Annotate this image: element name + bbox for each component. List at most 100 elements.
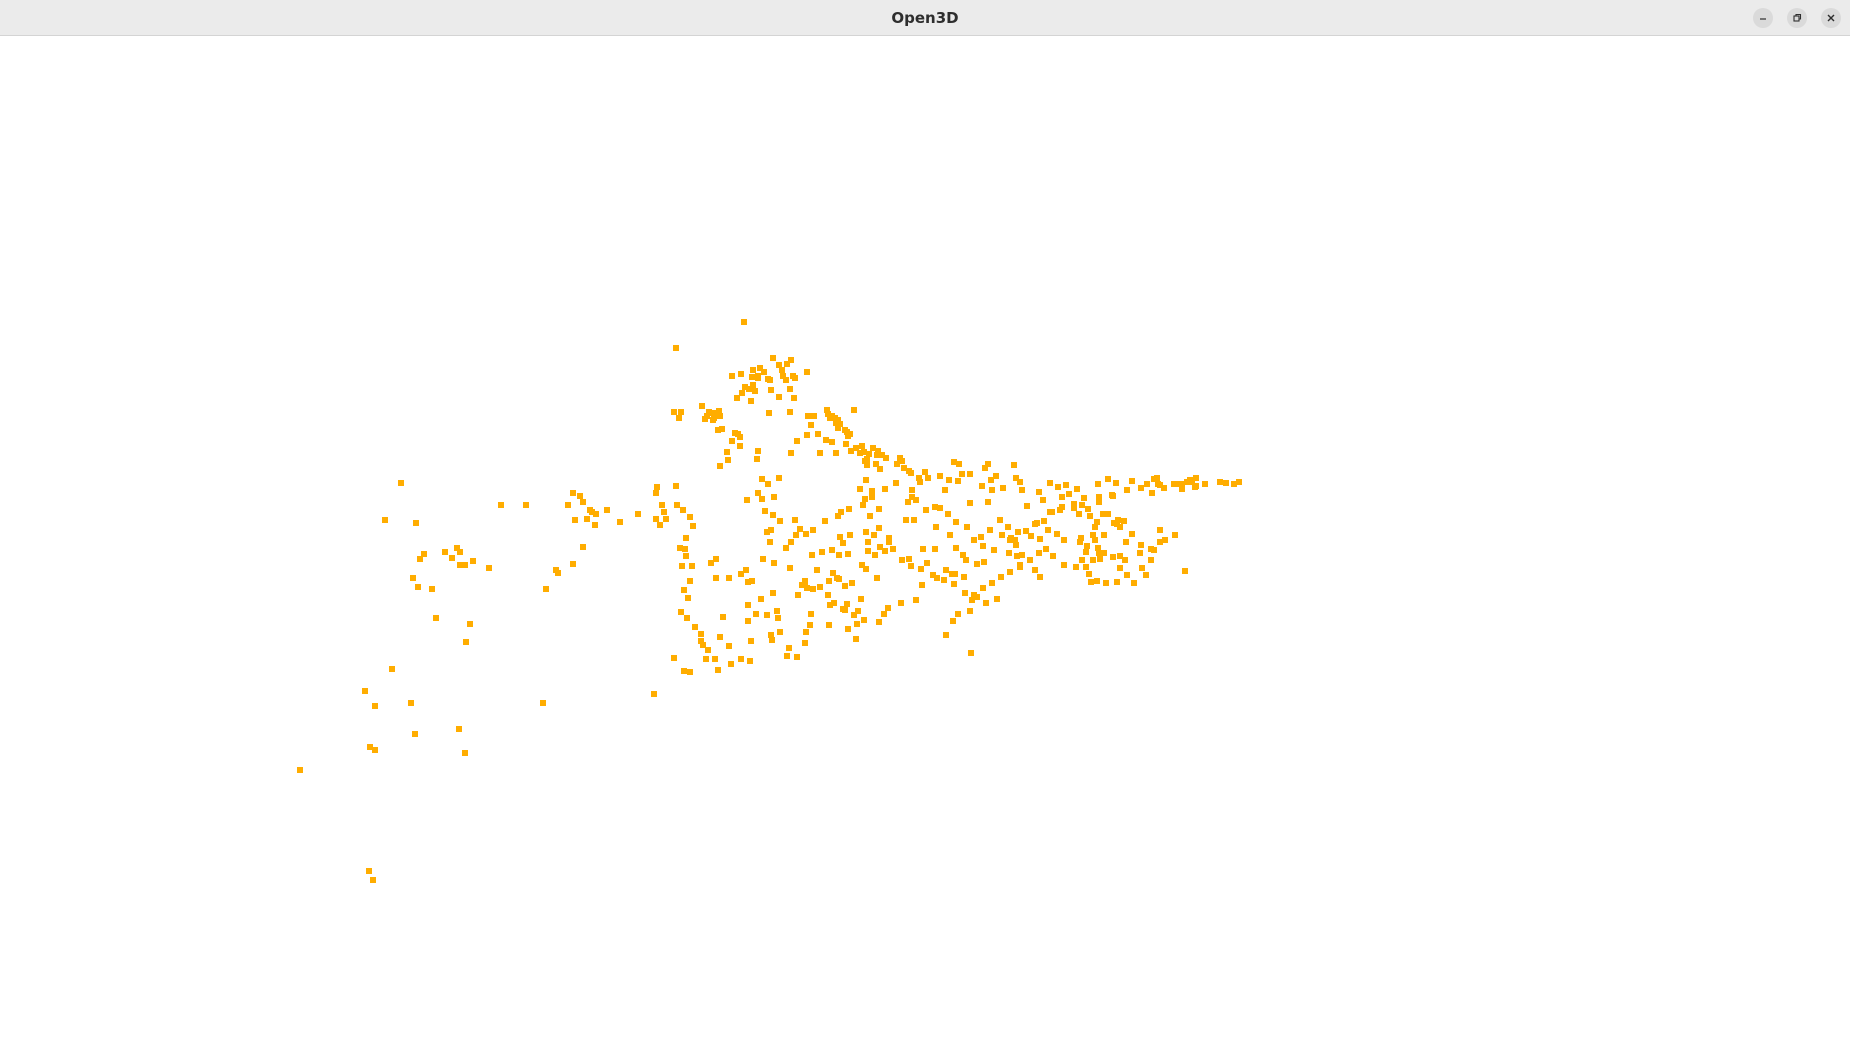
- cloud-point: [776, 362, 782, 368]
- cloud-point: [775, 615, 781, 621]
- cloud-point: [822, 518, 828, 524]
- cloud-point: [744, 497, 750, 503]
- cloud-point: [784, 361, 790, 367]
- cloud-point: [661, 509, 667, 515]
- cloud-point: [1115, 517, 1121, 523]
- cloud-point: [1182, 568, 1188, 574]
- close-button[interactable]: [1821, 8, 1841, 28]
- cloud-point: [1083, 549, 1089, 555]
- cloud-point: [876, 525, 882, 531]
- restore-button[interactable]: [1787, 8, 1807, 28]
- cloud-point: [951, 581, 957, 587]
- cloud-point: [985, 499, 991, 505]
- cloud-point: [824, 407, 830, 413]
- cloud-point: [1088, 579, 1094, 585]
- cloud-point: [1061, 562, 1067, 568]
- cloud-point: [680, 507, 686, 513]
- cloud-point: [826, 622, 832, 628]
- title-bar[interactable]: Open3D: [0, 0, 1850, 36]
- cloud-point: [1157, 539, 1163, 545]
- cloud-point: [783, 545, 789, 551]
- cloud-point: [997, 517, 1003, 523]
- cloud-point: [1066, 491, 1072, 497]
- cloud-point: [421, 551, 427, 557]
- cloud-point: [1037, 536, 1043, 542]
- cloud-point: [297, 767, 303, 773]
- cloud-point: [787, 409, 793, 415]
- cloud-point: [903, 517, 909, 523]
- cloud-point: [1006, 550, 1012, 556]
- cloud-point: [808, 611, 814, 617]
- cloud-point: [674, 502, 680, 508]
- cloud-point: [713, 556, 719, 562]
- cloud-point: [684, 615, 690, 621]
- cloud-point: [826, 578, 832, 584]
- cloud-point: [911, 517, 917, 523]
- cloud-point: [749, 374, 755, 380]
- cloud-point: [366, 868, 372, 874]
- cloud-point: [953, 545, 959, 551]
- cloud-point: [1149, 490, 1155, 496]
- cloud-point: [729, 373, 735, 379]
- cloud-point: [592, 522, 598, 528]
- cloud-point: [1175, 481, 1181, 487]
- cloud-point: [855, 608, 861, 614]
- cloud-point: [779, 367, 785, 373]
- cloud-point: [1055, 484, 1061, 490]
- cloud-point: [768, 527, 774, 533]
- cloud-point: [671, 409, 677, 415]
- cloud-point: [1047, 509, 1053, 515]
- cloud-point: [1036, 489, 1042, 495]
- cloud-point: [802, 640, 808, 646]
- close-icon: [1827, 14, 1835, 22]
- cloud-point: [770, 590, 776, 596]
- cloud-point: [807, 622, 813, 628]
- cloud-point: [398, 480, 404, 486]
- cloud-point: [716, 408, 722, 414]
- cloud-point: [417, 556, 423, 562]
- cloud-point: [882, 548, 888, 554]
- minimize-button[interactable]: [1753, 8, 1773, 28]
- cloud-point: [410, 575, 416, 581]
- cloud-point: [1079, 502, 1085, 508]
- cloud-point: [930, 572, 936, 578]
- cloud-point: [777, 518, 783, 524]
- cloud-point: [784, 653, 790, 659]
- 3d-viewport[interactable]: [0, 37, 1850, 1053]
- cloud-point: [692, 624, 698, 630]
- cloud-point: [1101, 532, 1107, 538]
- cloud-point: [808, 422, 814, 428]
- cloud-point: [942, 487, 948, 493]
- cloud-point: [462, 562, 468, 568]
- cloud-point: [429, 586, 435, 592]
- cloud-point: [1079, 557, 1085, 563]
- cloud-point: [462, 750, 468, 756]
- cloud-point: [1074, 486, 1080, 492]
- cloud-point: [805, 413, 811, 419]
- cloud-point: [777, 629, 783, 635]
- cloud-point: [863, 529, 869, 535]
- cloud-point: [760, 556, 766, 562]
- cloud-point: [932, 546, 938, 552]
- cloud-point: [1138, 542, 1144, 548]
- cloud-point: [705, 647, 711, 653]
- cloud-point: [1063, 482, 1069, 488]
- cloud-point: [676, 415, 682, 421]
- cloud-point: [836, 576, 842, 582]
- cloud-point: [1071, 501, 1077, 507]
- cloud-point: [774, 608, 780, 614]
- cloud-point: [842, 607, 848, 613]
- cloud-point: [937, 505, 943, 511]
- cloud-point: [725, 457, 731, 463]
- cloud-point: [882, 486, 888, 492]
- cloud-point: [1045, 527, 1051, 533]
- cloud-point: [835, 513, 841, 519]
- cloud-point: [933, 524, 939, 530]
- cloud-point: [685, 595, 691, 601]
- cloud-point: [1202, 481, 1208, 487]
- cloud-point: [865, 548, 871, 554]
- cloud-point: [890, 546, 896, 552]
- cloud-point: [1100, 511, 1106, 517]
- cloud-point: [980, 543, 986, 549]
